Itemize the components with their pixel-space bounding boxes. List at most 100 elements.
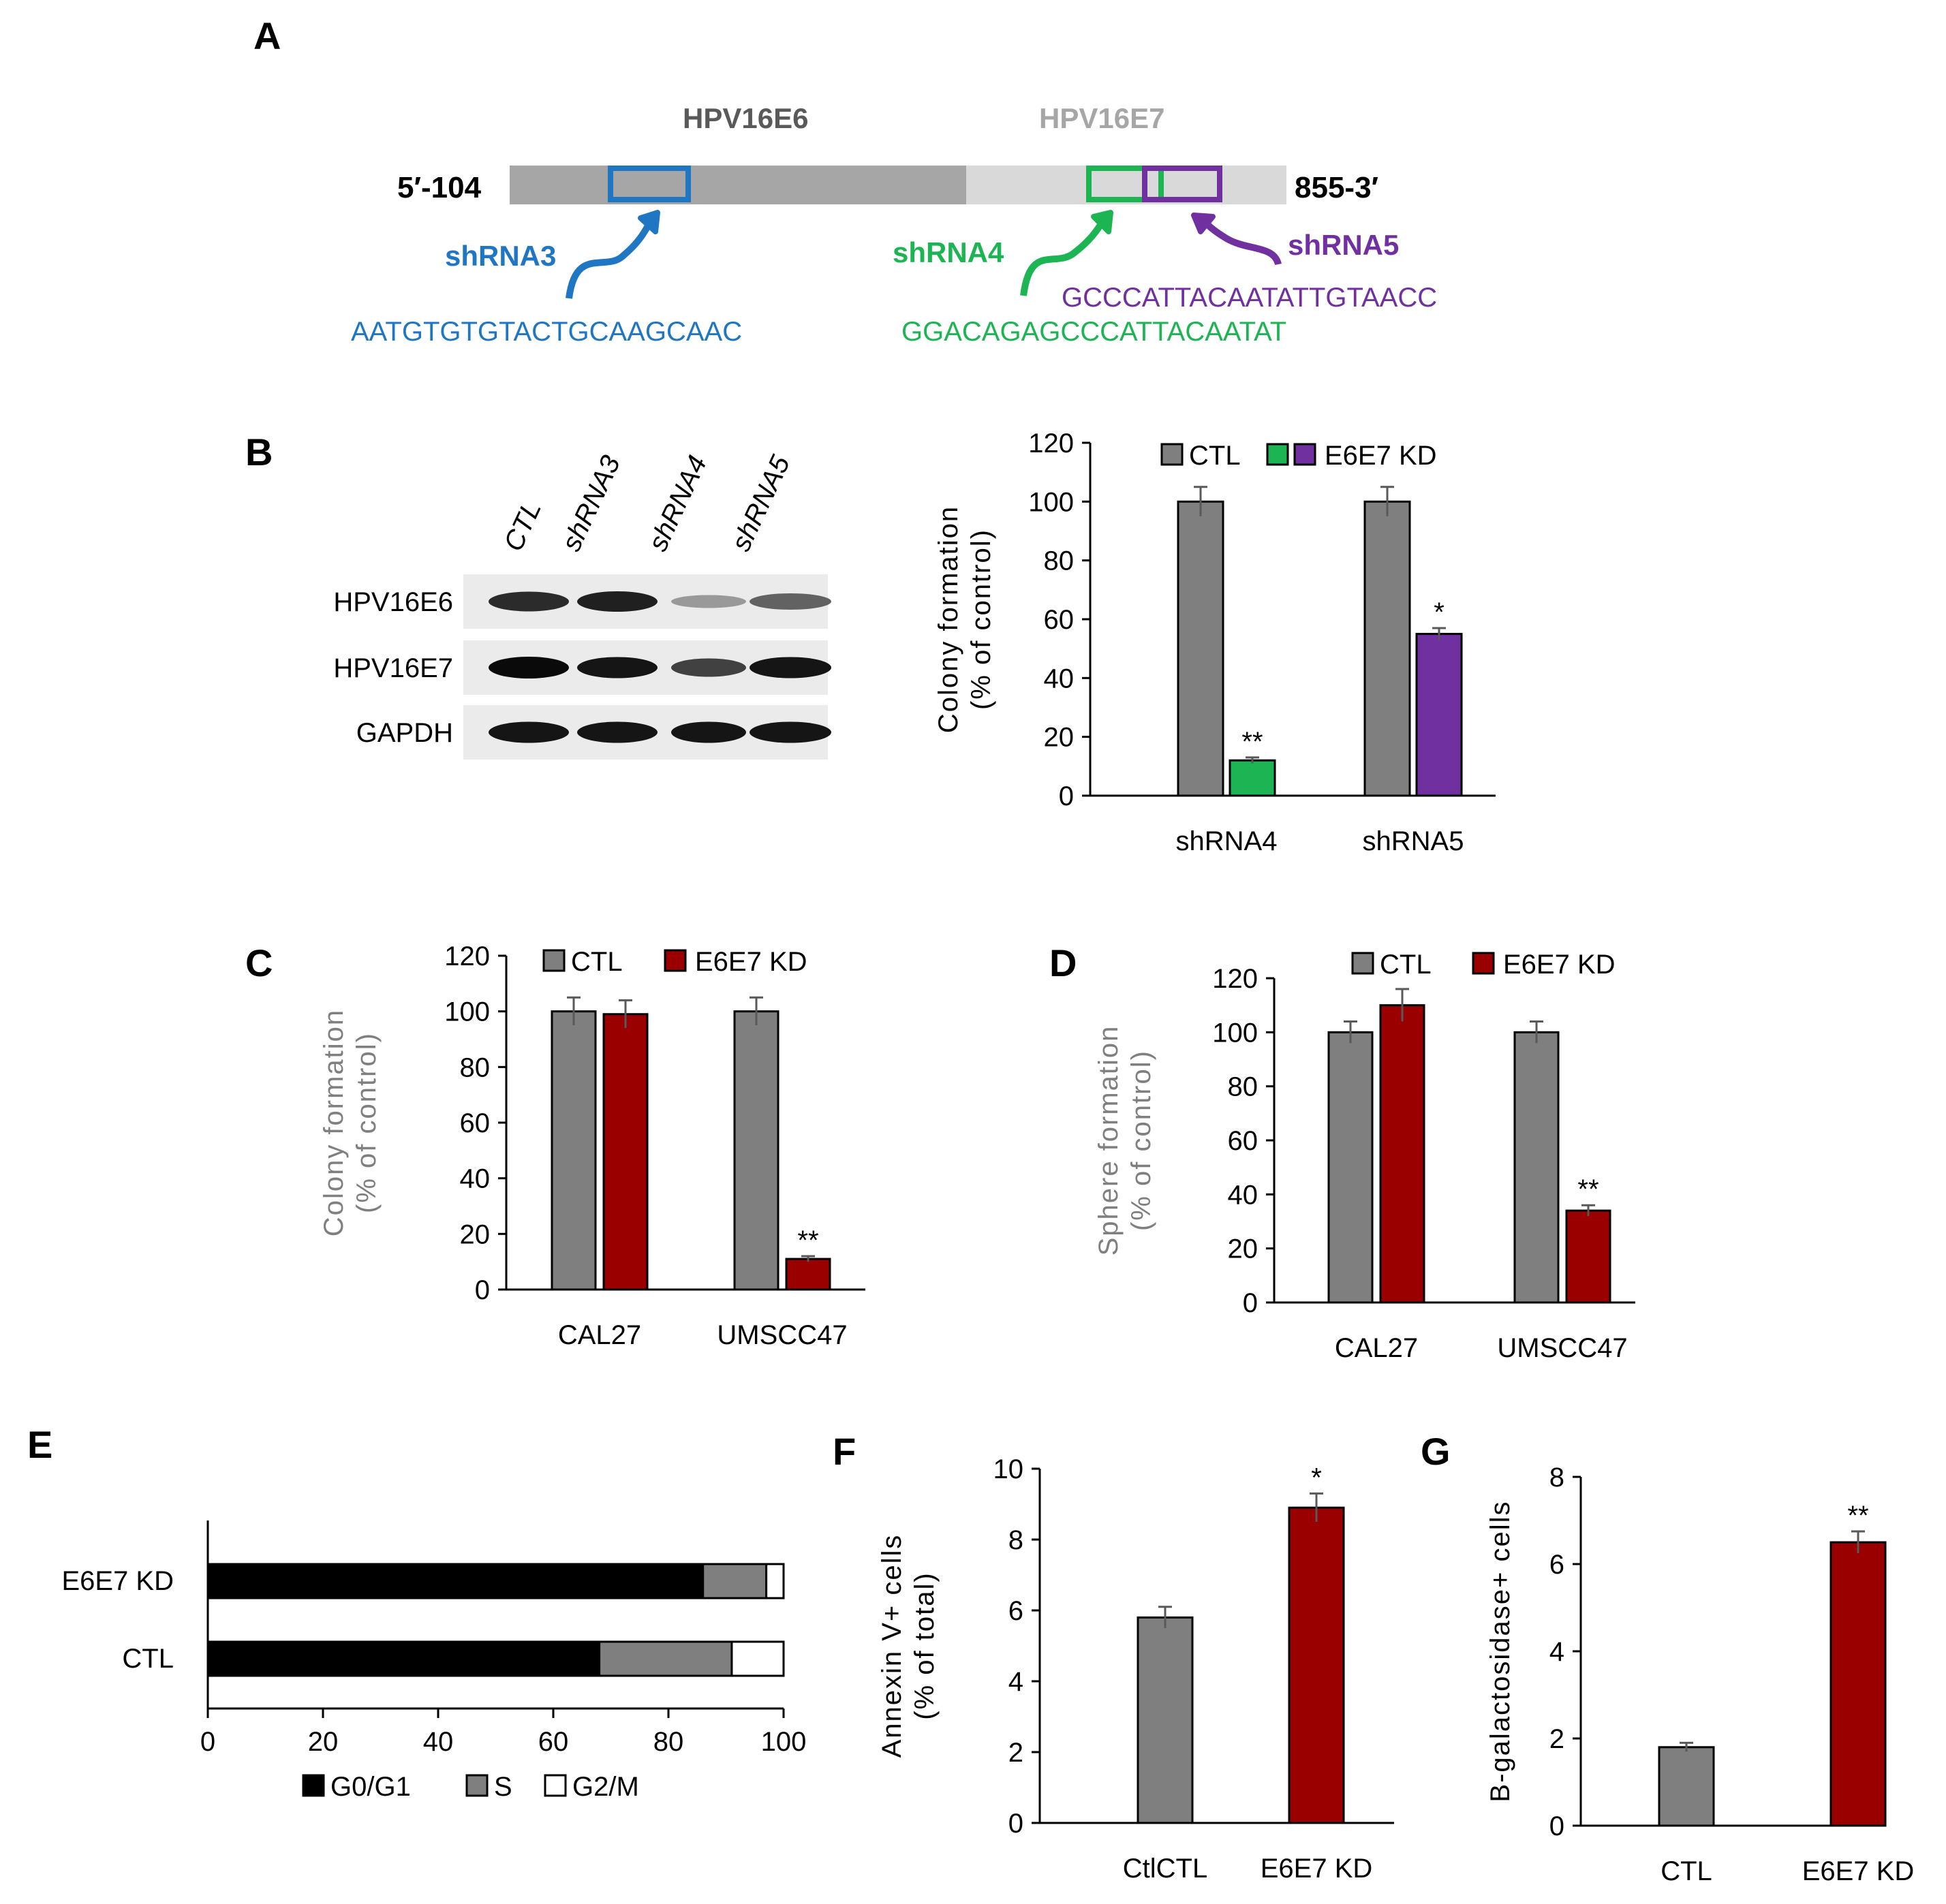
bar bbox=[733, 1010, 779, 1291]
bar bbox=[1137, 1616, 1194, 1824]
blot-band bbox=[577, 591, 658, 612]
e7-label: HPV16E7 bbox=[1039, 102, 1164, 134]
y-tick-label: 6 bbox=[1008, 1596, 1023, 1626]
blot-row-label: HPV16E6 bbox=[333, 587, 453, 617]
y-tick-label: 80 bbox=[1228, 1072, 1258, 1102]
chart-f-annexin: 0 2 4 6 8 10 Annexin V+ cells (% of total) CtlCT… bbox=[877, 1454, 1394, 1884]
y-tick-label: 60 bbox=[460, 1108, 491, 1138]
blot-band bbox=[577, 721, 658, 743]
y-tick-label: 8 bbox=[1008, 1525, 1023, 1555]
bar bbox=[785, 1258, 831, 1291]
legend-swatch-kd bbox=[664, 949, 687, 972]
y-tick-label: 0 bbox=[1008, 1809, 1023, 1839]
legend-swatch-kd bbox=[1266, 443, 1289, 466]
blot-band bbox=[750, 721, 831, 743]
y-tick-label: 4 bbox=[1008, 1667, 1023, 1697]
legend-swatch bbox=[465, 1774, 489, 1797]
sh4-target-box bbox=[1086, 166, 1164, 202]
y-tick-label: 60 bbox=[1228, 1126, 1258, 1156]
y-tick-label: 80 bbox=[460, 1052, 491, 1082]
chart-c-colony-formation: 0 20 40 60 80 100 120 Colony formation (% of con… bbox=[319, 941, 865, 1350]
x-tick-label: shRNA4 bbox=[1176, 826, 1278, 856]
legend-swatch-kd bbox=[1472, 952, 1495, 975]
x-tick-label: 0 bbox=[200, 1727, 215, 1757]
blot-band bbox=[671, 595, 746, 608]
y-tick-label: 20 bbox=[1044, 723, 1075, 753]
y-axis-label: Sphere formation bbox=[1094, 1025, 1124, 1256]
y-tick-label: 120 bbox=[1212, 964, 1258, 994]
e6-label: HPV16E6 bbox=[683, 102, 808, 134]
bar bbox=[1363, 500, 1411, 797]
sh5-seq: GCCCATTACAATATTGTAACC bbox=[1062, 283, 1437, 313]
significance-mark: ** bbox=[1241, 727, 1263, 757]
y-axis-label: (% of control) bbox=[1126, 1050, 1156, 1231]
y-tick-label: 60 bbox=[1044, 605, 1075, 635]
sh5-arrow bbox=[1200, 217, 1282, 266]
stacked-bar-segment bbox=[206, 1640, 601, 1677]
sh5-target-box bbox=[1142, 166, 1222, 202]
y-tick-label: 2 bbox=[1008, 1738, 1023, 1768]
sh3-name: shRNA3 bbox=[445, 240, 556, 272]
sh3-arrow bbox=[566, 217, 655, 299]
y-tick-label: 100 bbox=[444, 997, 490, 1027]
y-axis-label: Annexin V+ cells bbox=[877, 1534, 907, 1758]
x-tick-label: E6E7 KD bbox=[1802, 1856, 1915, 1886]
legend-swatch-ctl bbox=[542, 949, 566, 972]
y-tick-label: 100 bbox=[1028, 487, 1074, 517]
x-tick-label: CAL27 bbox=[558, 1320, 641, 1350]
sh5-name: shRNA5 bbox=[1288, 229, 1399, 261]
legend-swatch-kd bbox=[1293, 443, 1316, 466]
y-axis-label: (% of control) bbox=[966, 529, 996, 710]
blot-rows: HPV16E6 HPV16E7 GAPDH bbox=[333, 574, 831, 760]
blot-band bbox=[577, 657, 658, 678]
panel-a: A 5′-104 855-3′ HPV16E6 HPV16E7 shRNA3 s… bbox=[253, 14, 1437, 347]
legend-label: G0/G1 bbox=[330, 1772, 411, 1802]
panel-a-label: A bbox=[253, 14, 281, 57]
y-tick-label: E6E7 KD bbox=[61, 1566, 174, 1596]
bar bbox=[1513, 1031, 1560, 1304]
legend-swatch bbox=[302, 1774, 325, 1797]
y-tick-label: 0 bbox=[1243, 1288, 1258, 1318]
stacked-bar-segment bbox=[206, 1563, 705, 1599]
stacked-bar-segment bbox=[598, 1640, 733, 1677]
x-tick-label: 60 bbox=[538, 1727, 569, 1757]
y-tick-label: 2 bbox=[1549, 1724, 1564, 1754]
stacked-bar-segment bbox=[730, 1640, 785, 1677]
y-tick-label: 6 bbox=[1549, 1550, 1564, 1580]
y-tick-label: 120 bbox=[1028, 428, 1074, 458]
y-tick-label: 20 bbox=[1228, 1234, 1258, 1264]
y-tick-label: 40 bbox=[1044, 664, 1075, 693]
chart-b-colony-formation: 0 20 40 60 80 100 120 Colony formation (% of con… bbox=[933, 428, 1496, 856]
blot-lane-label: shRNA4 bbox=[643, 451, 713, 556]
blot-band bbox=[750, 593, 831, 610]
y-tick-label: 100 bbox=[1212, 1018, 1258, 1048]
y-tick-label: 0 bbox=[1059, 781, 1074, 811]
y-tick-label: 8 bbox=[1549, 1463, 1564, 1493]
significance-mark: * bbox=[1311, 1463, 1322, 1493]
y-tick-label: 10 bbox=[993, 1454, 1024, 1484]
x-tick-label: E6E7 KD bbox=[1261, 1854, 1373, 1884]
legend-label: S bbox=[494, 1772, 512, 1802]
x-tick-label: CtlCTL bbox=[1123, 1854, 1207, 1884]
blot-row-label: HPV16E7 bbox=[333, 653, 453, 683]
panel-d-label: D bbox=[1049, 941, 1077, 984]
bar bbox=[1415, 633, 1463, 797]
blot-band bbox=[489, 657, 569, 678]
x-tick-label: 20 bbox=[308, 1727, 339, 1757]
blot-band bbox=[750, 657, 831, 678]
bar bbox=[1658, 1746, 1715, 1827]
bar bbox=[1229, 759, 1276, 797]
y-tick-label: 120 bbox=[444, 941, 490, 971]
chart-g-bgal: 0 2 4 6 8 B-galactosidase+ cells CTL E6E7 KD ** bbox=[1485, 1463, 1914, 1886]
y-tick-label: 0 bbox=[1549, 1811, 1564, 1841]
three-prime-label: 855-3′ bbox=[1295, 171, 1378, 204]
five-prime-label: 5′-104 bbox=[397, 171, 482, 204]
legend-swatch-ctl bbox=[1351, 952, 1374, 975]
significance-mark: ** bbox=[1847, 1501, 1868, 1531]
bar bbox=[1565, 1209, 1611, 1304]
sh4-seq: GGACAGAGCCCATTACAATAT bbox=[901, 317, 1286, 347]
blot-band bbox=[489, 591, 569, 612]
panel-c-label: C bbox=[245, 941, 273, 984]
sh4-arrow bbox=[1020, 217, 1108, 296]
